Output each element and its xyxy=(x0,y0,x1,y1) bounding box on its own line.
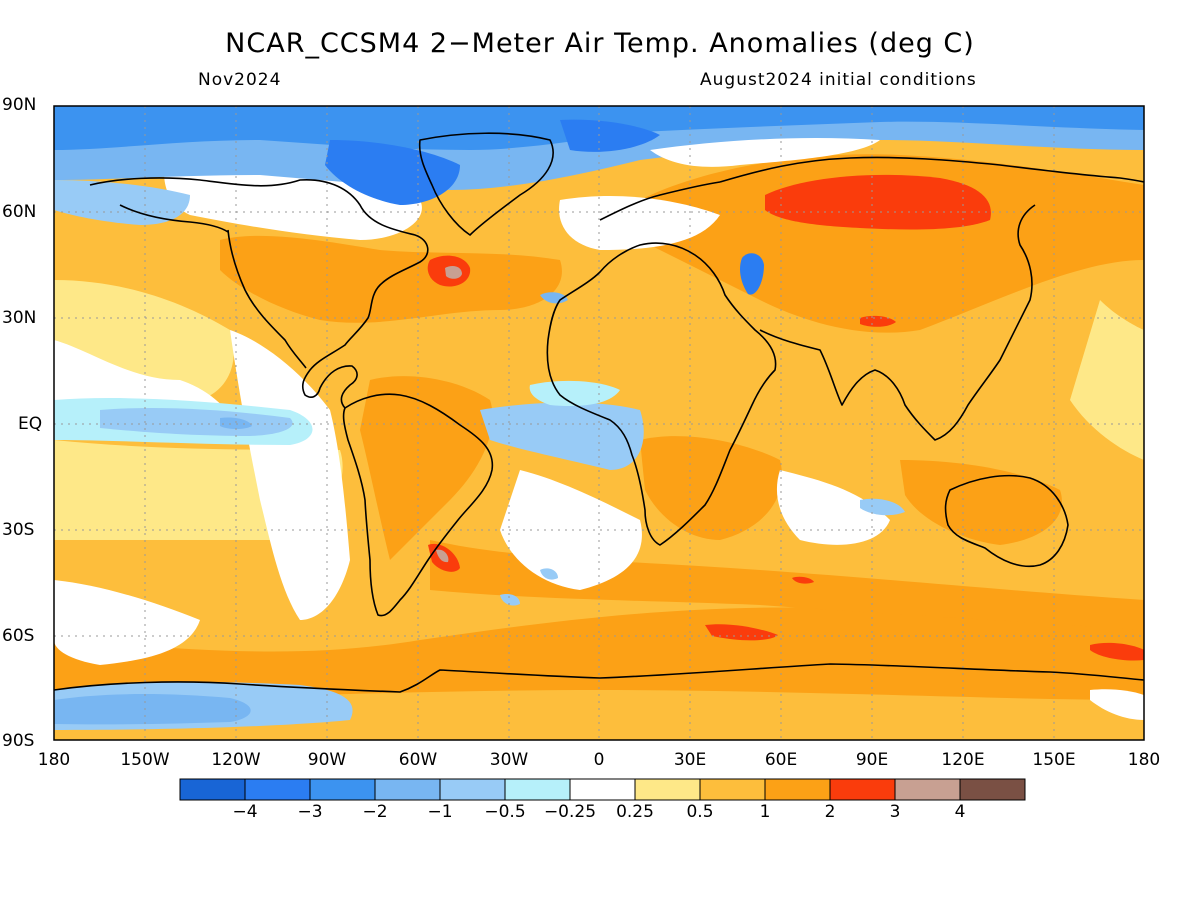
colorbar-swatch xyxy=(309,778,376,801)
lat-label: 30N xyxy=(2,308,37,328)
lat-label: 90S xyxy=(2,731,35,751)
colorbar-swatch xyxy=(699,778,766,801)
colorbar-swatch xyxy=(439,778,506,801)
lat-label: 60S xyxy=(2,626,35,646)
lon-label: 180 xyxy=(37,750,71,770)
lon-label: 0 xyxy=(593,750,605,770)
colorbar-swatch xyxy=(504,778,571,801)
lon-label: 30W xyxy=(489,750,529,770)
gridlines xyxy=(54,106,1144,740)
colorbar-swatch xyxy=(829,778,896,801)
colorbar-label: 0.5 xyxy=(686,802,714,822)
anomaly-field xyxy=(54,106,1144,740)
colorbar-label: −2 xyxy=(362,802,388,822)
colorbar-label: −3 xyxy=(297,802,323,822)
lon-label: 90W xyxy=(307,750,347,770)
lon-label: 180 xyxy=(1127,750,1161,770)
colorbar-swatch xyxy=(374,778,441,801)
colorbar-label: 1 xyxy=(759,802,771,822)
colorbar-label: −4 xyxy=(232,802,258,822)
colorbar-label: 4 xyxy=(954,802,966,822)
map-frame xyxy=(53,105,1145,741)
colorbar-swatch xyxy=(764,778,831,801)
colorbar-label: −0.25 xyxy=(543,802,597,822)
colorbar-swatch xyxy=(634,778,701,801)
colorbar-label: 0.25 xyxy=(616,802,654,822)
lon-label: 150W xyxy=(120,750,170,770)
colorbar-label: 3 xyxy=(889,802,901,822)
lon-label: 120E xyxy=(941,750,985,770)
init-conditions: August2024 initial conditions xyxy=(700,70,977,90)
colorbar-swatch xyxy=(959,778,1026,801)
lat-label: 30S xyxy=(2,520,35,540)
lon-label: 150E xyxy=(1032,750,1076,770)
lon-label: 90E xyxy=(855,750,889,770)
lon-label: 120W xyxy=(211,750,261,770)
colorbar-swatch xyxy=(894,778,961,801)
lat-label: 60N xyxy=(2,202,37,222)
valid-month: Nov2024 xyxy=(198,70,282,90)
colorbar-swatch xyxy=(179,778,246,801)
lon-label: 60E xyxy=(764,750,798,770)
chart-title: NCAR_CCSM4 2−Meter Air Temp. Anomalies (… xyxy=(225,28,975,59)
colorbar-label: −0.5 xyxy=(484,802,526,822)
colorbar-swatch xyxy=(569,778,636,801)
colorbar xyxy=(179,778,1026,801)
colorbar-label: 2 xyxy=(824,802,836,822)
colorbar-swatch xyxy=(244,778,311,801)
lon-label: 60W xyxy=(398,750,438,770)
colorbar-label: −1 xyxy=(427,802,453,822)
lat-label: 90N xyxy=(2,95,37,115)
coastlines xyxy=(54,132,1144,693)
lon-label: 30E xyxy=(673,750,707,770)
lat-label: EQ xyxy=(18,414,43,434)
